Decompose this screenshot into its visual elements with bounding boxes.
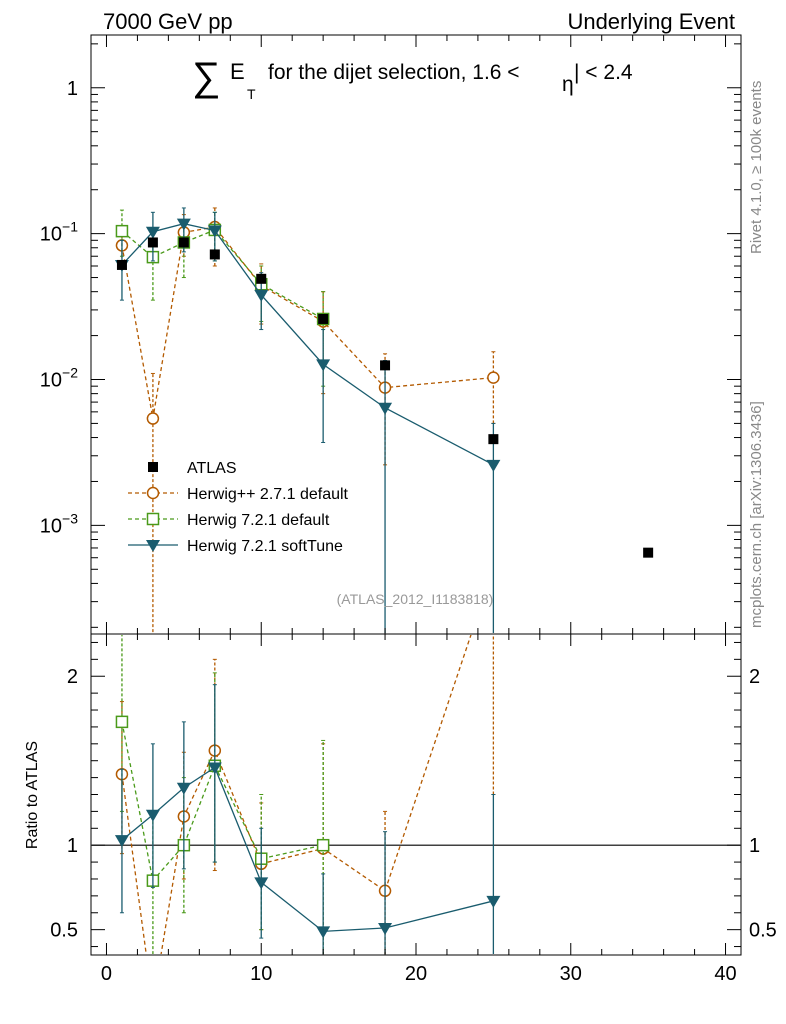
herwig-7-2-1-softtune-point [176, 218, 191, 231]
rivet-label: Rivet 4.1.0, ≥ 100k events [748, 81, 765, 254]
ratio-y-tick-label: 0.5 [50, 920, 78, 942]
ratio-y-tick-label: 2 [67, 666, 78, 688]
header-left: 7000 GeV pp [103, 9, 233, 34]
y-tick-label: 1 [67, 78, 78, 100]
herwig-7-2-1-softtune-point [378, 402, 393, 415]
title-text: for the dijet selection, 1.6 < [268, 61, 520, 84]
x-tick-label: 10 [250, 963, 272, 985]
atlas-point [147, 237, 158, 248]
atlas-point [488, 434, 499, 445]
ratio-panel-frame [90, 633, 742, 956]
herwig-7-2-1-softtune-point [316, 359, 331, 372]
x-tick-label: 30 [560, 963, 582, 985]
ratio-ylabel: Ratio to ATLAS [24, 741, 41, 849]
ratio-plot [92, 635, 740, 1009]
herwig-7-2-1-softtune-ratio-point [114, 835, 129, 848]
ratio-y-tick-label-right: 2 [749, 666, 760, 688]
legend-marker-herwig-7-2-1-softtune [146, 540, 160, 552]
herwig-7-2-1-softtune-ratio-point [486, 895, 501, 908]
legend-label-herwig-2-7-1-default: Herwig++ 2.7.1 default [187, 486, 349, 503]
ratio-y-tick-label-right: 1 [749, 835, 760, 857]
herwig-7-2-1-softtune-ratio-point [207, 762, 222, 775]
title-sigma: ∑ [192, 55, 221, 99]
title-e: E [230, 59, 245, 84]
atlas-point [318, 313, 329, 324]
herwig-7-2-1-softtune-ratio-point [378, 922, 393, 935]
herwig-7-2-1-softtune-ratio-point [316, 926, 331, 939]
herwig-7-2-1-default-ratio-point [316, 838, 330, 852]
atlas-point [209, 249, 220, 260]
herwig-2-7-1-default-point [487, 371, 500, 384]
top-plot [114, 207, 654, 633]
herwig-7-2-1-softtune-point [486, 459, 501, 472]
herwig-7-2-1-softtune-line [121, 223, 494, 466]
herwig-2-7-1-default-point [146, 412, 160, 425]
herwig-7-2-1-softtune-ratio-point [254, 877, 269, 890]
herwig-7-2-1-softtune-point [207, 225, 222, 238]
legend-marker-herwig-2-7-1-default [146, 486, 160, 500]
herwig-7-2-1-softtune-point [254, 289, 269, 302]
y-tick-label: 10−1 [40, 219, 78, 246]
atlas-point [256, 273, 267, 284]
legend-label-atlas: ATLAS [187, 460, 237, 477]
ratio-y-tick-label: 1 [67, 835, 78, 857]
analysis-id: (ATLAS_2012_I1183818) [337, 591, 494, 607]
x-tick-label: 20 [405, 963, 427, 985]
x-tick-label: 0 [101, 963, 112, 985]
ratio-y-tick-label-right: 0.5 [749, 920, 777, 942]
herwig-7-2-1-default-point [115, 224, 129, 238]
title-t-sub: T [247, 86, 256, 102]
y-tick-label: 10−3 [40, 510, 78, 537]
atlas-point [380, 360, 391, 371]
herwig-7-2-1-softtune-ratio-point [176, 782, 191, 795]
legend: ATLAS Herwig++ 2.7.1 default Herwig 7.2.1 … [128, 460, 349, 555]
herwig-2-7-1-default-line [121, 226, 494, 419]
herwig-2-7-1-default-ratio-line [121, 635, 472, 954]
legend-label-herwig-7-2-1-default: Herwig 7.2.1 default [187, 512, 330, 529]
x-tick-label: 40 [714, 963, 736, 985]
herwig-7-2-1-default-line [121, 229, 324, 320]
herwig-7-2-1-default-ratio-line [121, 721, 324, 883]
atlas-point [178, 237, 189, 248]
y-tick-label: 10−2 [40, 365, 78, 392]
legend-marker-herwig-7-2-1-default [146, 512, 160, 526]
herwig-2-7-1-default-ratio-point [147, 998, 158, 1009]
legend-marker-atlas [148, 462, 158, 472]
herwig-7-2-1-softtune-point [145, 226, 160, 239]
herwig-7-2-1-softtune-ratio-point [145, 809, 160, 822]
mcplots-label: mcplots.cern.ch [arXiv:1306.3436] [748, 401, 765, 628]
legend-label-herwig-7-2-1-softtune: Herwig 7.2.1 softTune [187, 538, 343, 555]
title-tail: | < 2.4 [574, 61, 633, 84]
header-right: Underlying Event [567, 9, 735, 34]
atlas-point [116, 259, 127, 270]
herwig-7-2-1-default-ratio-point [115, 715, 129, 729]
atlas-point [643, 547, 654, 558]
axes: 0 10 20 30 40 1 10−1 10−2 10−3 0.5 0.5 1 1 2 2 [40, 35, 777, 985]
title-eta: η [562, 73, 574, 96]
